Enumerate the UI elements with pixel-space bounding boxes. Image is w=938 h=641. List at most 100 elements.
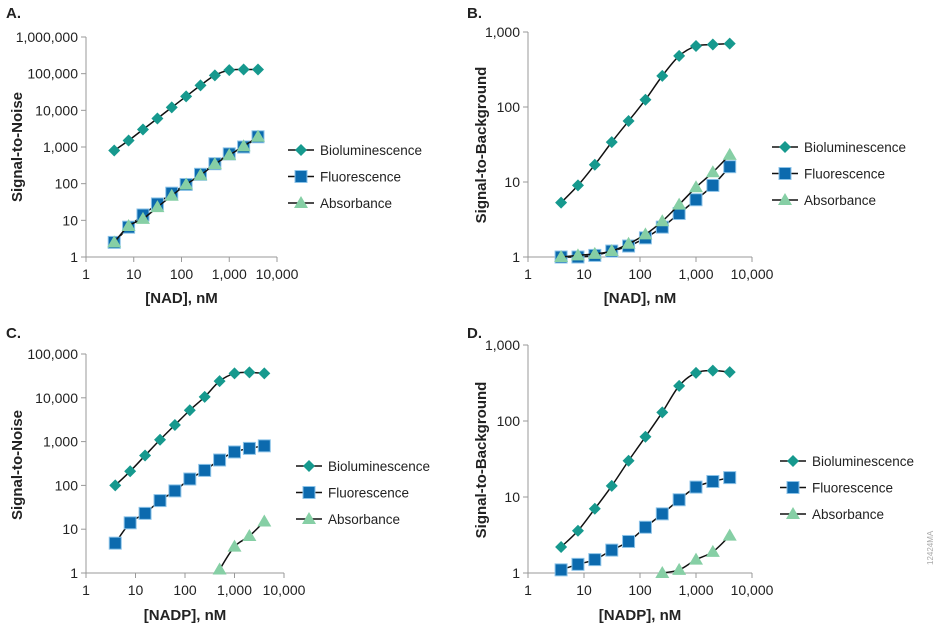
y-tick-label: 1,000 [485, 24, 520, 40]
legend-item: Bioluminescence [296, 459, 430, 474]
marker-diamond [139, 449, 152, 462]
series-line [113, 68, 258, 152]
series-line [114, 445, 265, 544]
marker-triangle [135, 211, 150, 224]
marker-diamond [555, 196, 568, 209]
x-tick-label: 10,000 [256, 266, 299, 282]
marker-square [689, 193, 703, 207]
legend-item: Absorbance [296, 512, 400, 527]
marker-diamond [243, 366, 256, 379]
legend-label: Absorbance [804, 193, 876, 208]
legend-item: Fluorescence [780, 481, 893, 496]
x-tick-label: 10 [576, 582, 592, 598]
marker-triangle [242, 528, 257, 541]
marker-diamond [109, 479, 122, 492]
marker-square [786, 481, 800, 494]
marker-triangle [672, 562, 687, 575]
marker-diamond [571, 179, 584, 192]
marker-diamond [122, 134, 135, 147]
marker-diamond [180, 90, 193, 103]
marker-diamond [151, 112, 164, 125]
marker-triangle [257, 514, 272, 527]
marker-diamond [723, 37, 736, 50]
marker-triangle [655, 566, 670, 578]
series-absorbance [554, 147, 737, 262]
marker-triangle [150, 200, 165, 213]
legend-label: Absorbance [320, 196, 392, 211]
marker-square [257, 439, 271, 453]
marker-triangle [655, 214, 670, 227]
marker-diamond [571, 524, 584, 537]
marker-square [622, 534, 636, 548]
legend-item: Absorbance [288, 196, 392, 211]
marker-diamond [136, 123, 149, 136]
marker-triangle [778, 193, 792, 205]
panel-label: D. [467, 325, 482, 342]
marker-diamond [228, 367, 241, 380]
y-tick-label: 1,000 [43, 434, 78, 450]
marker-triangle [179, 177, 194, 190]
marker-diamond [124, 465, 137, 478]
y-tick-label: 1 [512, 249, 520, 265]
marker-square [588, 553, 602, 567]
marker-square [605, 543, 619, 557]
marker-square [242, 441, 256, 455]
marker-square [198, 463, 212, 477]
marker-square [168, 484, 182, 498]
marker-triangle [638, 227, 653, 240]
y-tick-label: 100 [497, 413, 521, 429]
series-fluorescence [108, 439, 271, 550]
legend-label: Fluorescence [804, 167, 885, 182]
marker-triangle [722, 528, 737, 541]
x-tick-label: 1 [524, 266, 532, 282]
marker-triangle [689, 180, 703, 193]
legend-label: Bioluminescence [804, 140, 906, 155]
marker-triangle [554, 250, 569, 262]
marker-diamond [673, 49, 686, 62]
marker-diamond [779, 141, 791, 153]
marker-square [108, 536, 122, 550]
marker-triangle [705, 544, 720, 557]
chart-panel-a: A. 1 10 100 1,000 10,000 100,000 1,000,000 1 10 10… [6, 5, 422, 307]
marker-triangle [212, 562, 227, 575]
panel-label: C. [6, 325, 21, 342]
y-axis-title: Signal-to-Background [473, 382, 490, 539]
marker-triangle [193, 168, 208, 181]
marker-diamond [706, 38, 719, 51]
y-tick-label: 10 [504, 174, 520, 190]
x-tick-label: 1 [82, 266, 90, 282]
marker-square [138, 506, 152, 520]
marker-triangle [236, 139, 251, 152]
marker-diamond [258, 367, 271, 380]
marker-triangle [689, 552, 703, 565]
y-tick-label: 10,000 [35, 390, 78, 406]
y-tick-label: 100 [55, 176, 79, 192]
marker-triangle [302, 512, 316, 524]
marker-square [554, 563, 568, 577]
x-tick-label: 100 [173, 582, 197, 598]
x-tick-label: 1 [82, 582, 90, 598]
x-tick-label: 10,000 [263, 582, 306, 598]
marker-square [183, 472, 197, 486]
marker-diamond [251, 63, 264, 76]
marker-triangle [250, 129, 265, 142]
x-tick-label: 100 [628, 582, 652, 598]
series-absorbance [212, 514, 272, 575]
series-line [218, 520, 265, 570]
x-axis-title: [NADP], nM [144, 607, 227, 624]
marker-diamond [656, 69, 669, 82]
marker-diamond [154, 433, 167, 446]
marker-square [213, 453, 227, 467]
y-tick-label: 100,000 [27, 66, 78, 82]
panel-label: A. [6, 5, 21, 22]
series-absorbance [655, 528, 737, 578]
marker-diamond [165, 101, 178, 114]
marker-diamond [605, 136, 618, 149]
marker-diamond [639, 430, 652, 443]
marker-square [228, 445, 241, 459]
marker-square [723, 471, 737, 485]
marker-diamond [223, 64, 236, 77]
marker-diamond [723, 366, 736, 379]
marker-square [294, 170, 308, 183]
legend-item: Bioluminescence [780, 454, 914, 469]
